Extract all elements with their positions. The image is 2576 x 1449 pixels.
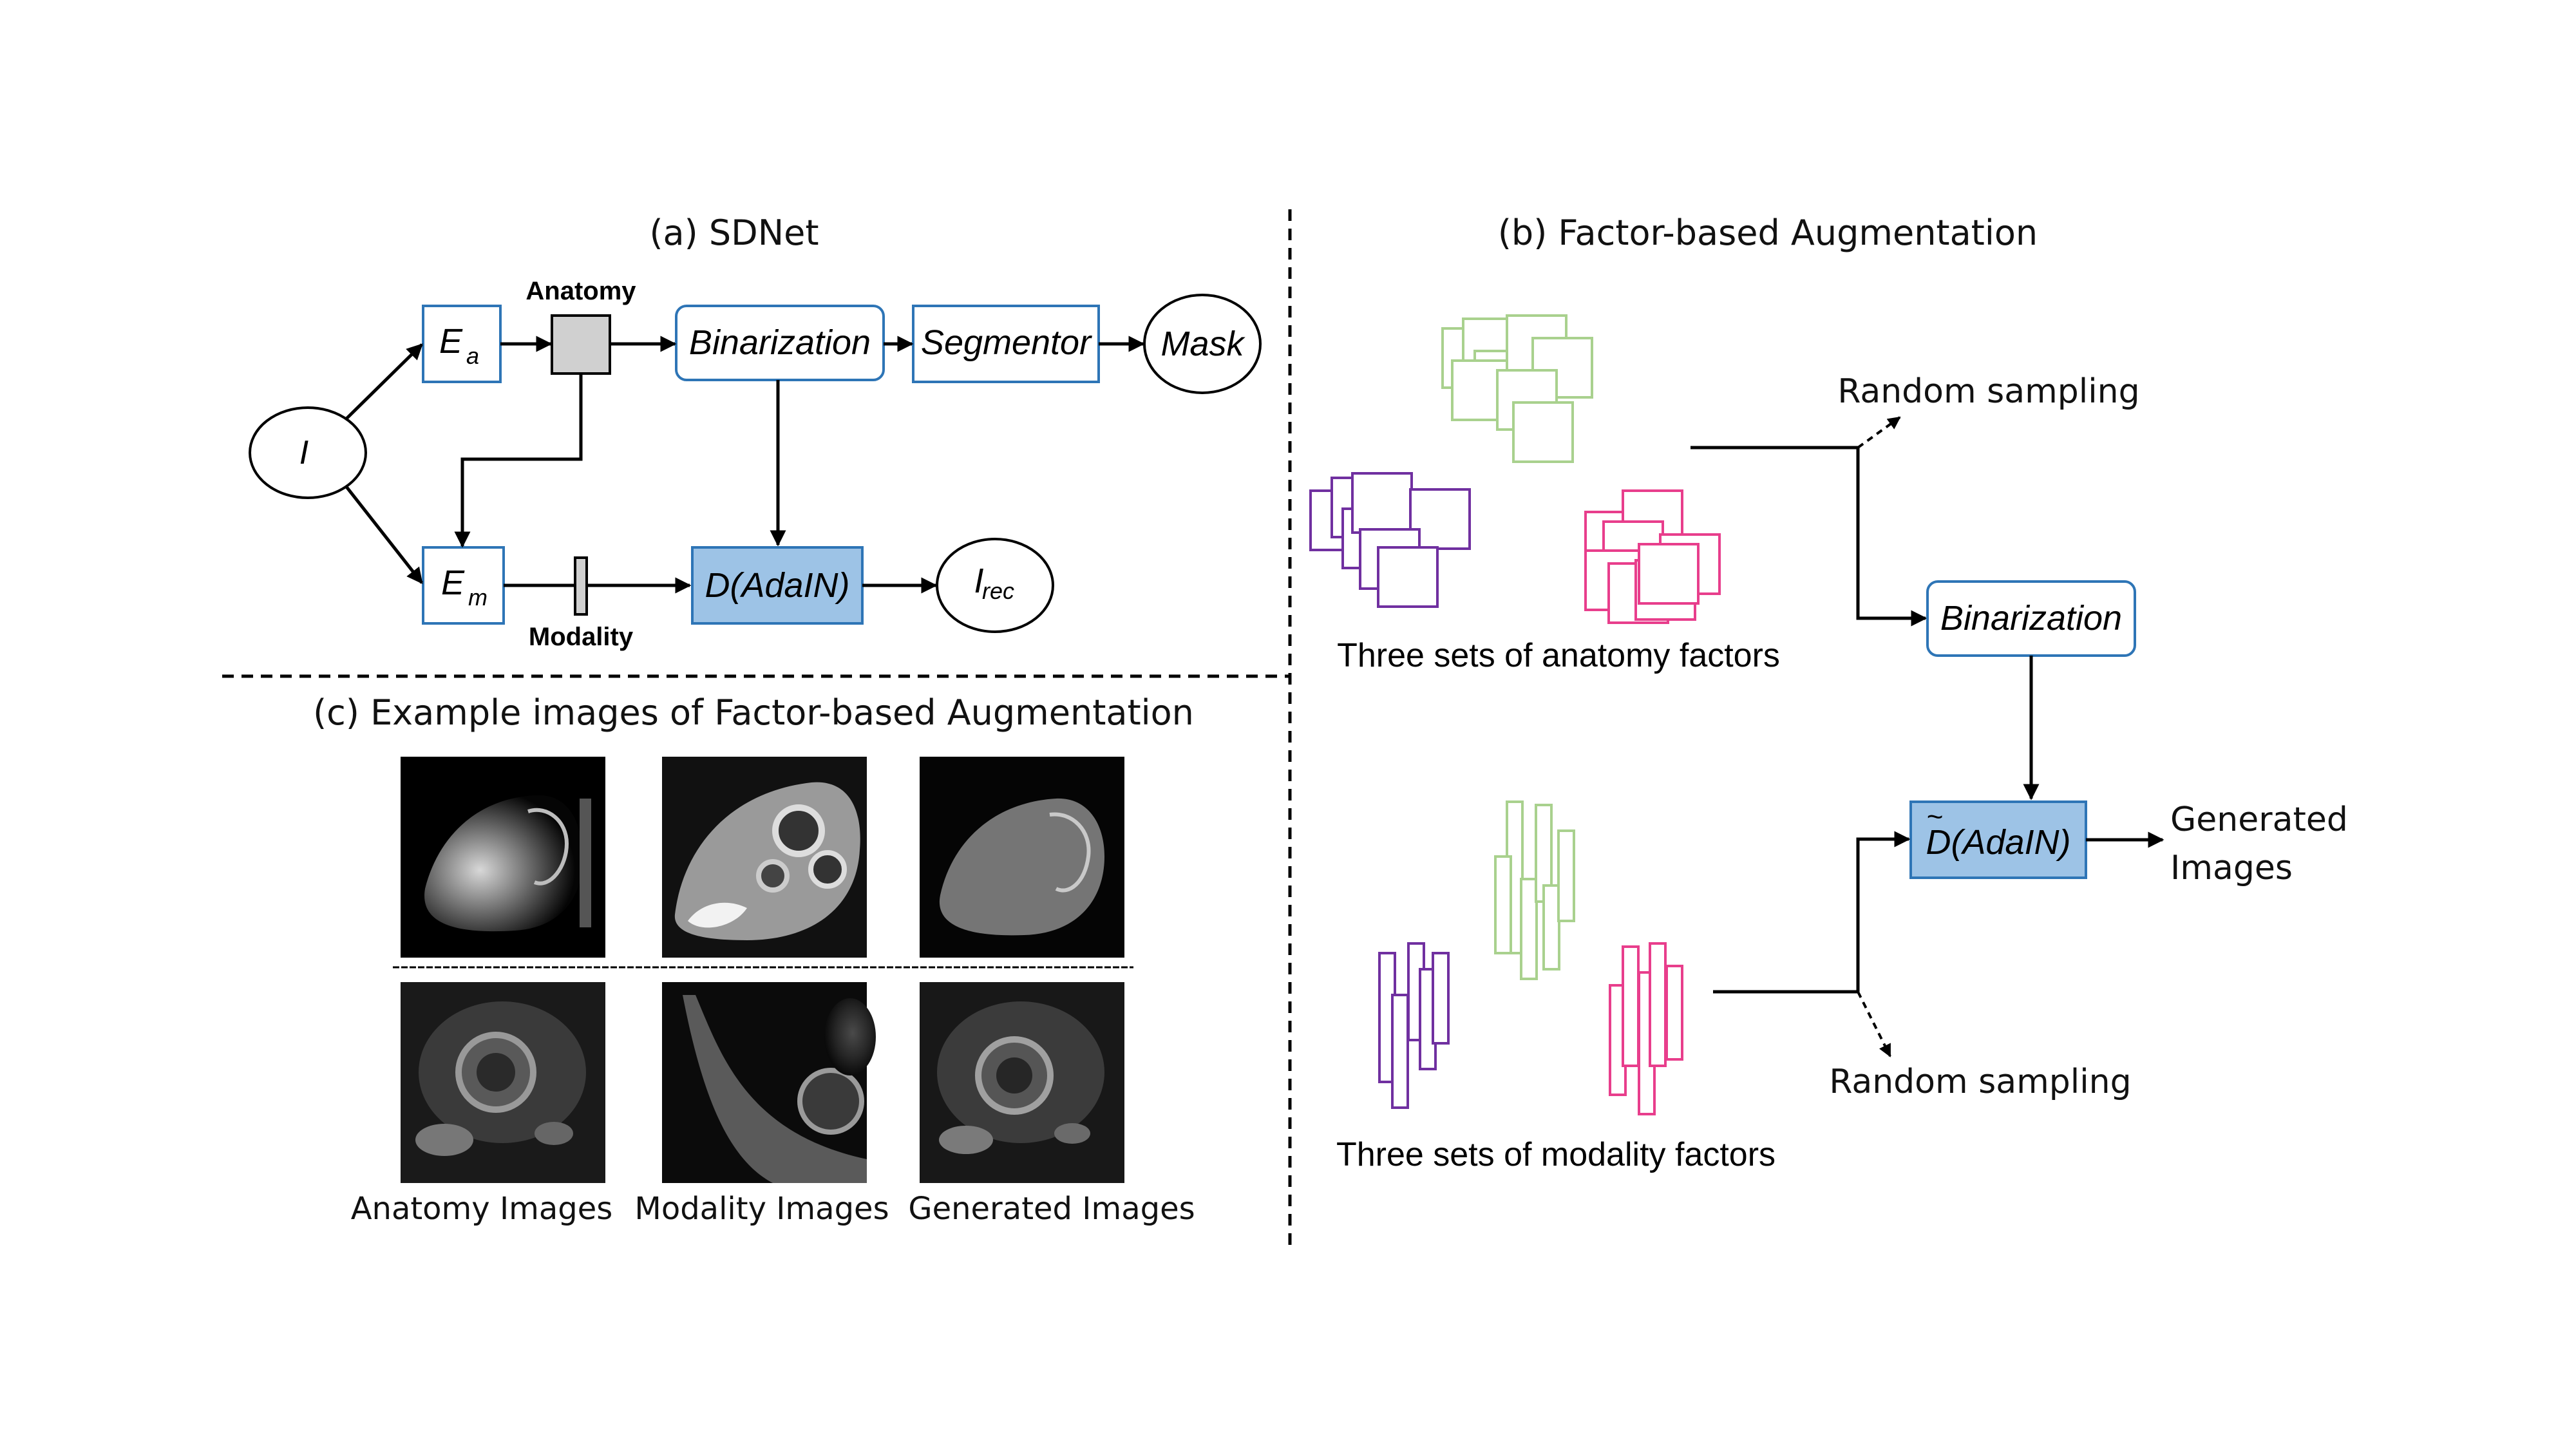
modality-factor-set-purple [1378, 942, 1450, 1109]
random-sampling-bottom: Random sampling [1829, 1063, 2131, 1101]
generated-image-bottom [920, 982, 1124, 1183]
decoder-box-a [691, 546, 864, 625]
input-node [249, 406, 367, 499]
modality-encoder-subscript: m [468, 584, 488, 611]
anatomy-factor-square [551, 314, 611, 375]
output-label-line1: Generated [2170, 800, 2348, 839]
decoder-label-b: D(AdaIN) [1926, 823, 2070, 862]
anatomy-factor-set-pink [1584, 489, 1721, 624]
segmentor-label: Segmentor [921, 323, 1092, 362]
modality-encoder-label: E [441, 564, 465, 602]
anatomy-factor-set-green [1441, 314, 1593, 463]
output-label-line2: Images [2170, 849, 2293, 887]
modality-encoder-box [422, 546, 505, 625]
modality-random-sampling-arrow [1857, 991, 1891, 1057]
panel-c-examples: (c) Example images of Factor-based Augme… [313, 692, 1195, 1227]
arrow-input-to-ea [345, 343, 423, 420]
panel-b-title: (b) Factor-based Augmentation [1498, 213, 2038, 253]
anatomy-image-top [401, 757, 605, 958]
arrow-anatomy-to-em [454, 374, 583, 548]
caption-anatomy-images: Anatomy Images [351, 1191, 613, 1227]
anatomy-encoder-subscript: a [466, 343, 479, 369]
caption-modality-images: Modality Images [634, 1191, 889, 1227]
modality-factor-vector [574, 556, 588, 616]
anatomy-factors-caption: Three sets of anatomy factors [1337, 637, 1780, 674]
caption-generated-images: Generated Images [908, 1191, 1195, 1227]
segmentor-box [912, 305, 1100, 383]
panel-c-title: (c) Example images of Factor-based Augme… [313, 692, 1194, 733]
arrow-modality-to-decoder [1856, 831, 1911, 992]
mask-label: Mask [1160, 325, 1245, 363]
panel-b-augmentation: (b) Factor-based Augmentation [1309, 213, 2348, 1173]
decoder-box-b [1909, 800, 2087, 879]
reconstruction-subscript: rec [982, 578, 1014, 604]
modality-image-bottom [662, 982, 876, 1183]
panel-a-title: (a) SDNet [649, 213, 819, 253]
reconstruction-label: I [974, 562, 983, 600]
anatomy-image-bottom [401, 982, 605, 1183]
anatomy-encoder-label: E [439, 322, 463, 361]
random-sampling-top: Random sampling [1837, 372, 2139, 411]
input-label: I [299, 434, 308, 471]
modality-factor-set-pink [1609, 942, 1683, 1115]
modality-factor-label: Modality [529, 623, 634, 651]
anatomy-factor-set-purple [1309, 472, 1471, 608]
modality-factor-set-green [1494, 800, 1575, 980]
modality-image-top [662, 757, 867, 958]
decoder-tilde-b: ~ [1926, 801, 1943, 833]
anatomy-random-sampling-arrow [1857, 416, 1901, 449]
decoder-label-a: D(AdaIN) [705, 566, 849, 605]
anatomy-factor-label: Anatomy [526, 277, 636, 305]
binarization-label-b: Binarization [1940, 599, 2122, 638]
generated-image-top [920, 757, 1124, 958]
arrow-input-to-em [345, 486, 423, 584]
binarization-label-a: Binarization [689, 323, 871, 362]
panel-a-sdnet: (a) SDNet I E a E m Anatomy Binarization… [249, 213, 1262, 651]
anatomy-encoder-box [422, 305, 502, 383]
arrow-anatomy-to-binarization [1856, 448, 1927, 627]
modality-factors-caption: Three sets of modality factors [1336, 1136, 1776, 1173]
